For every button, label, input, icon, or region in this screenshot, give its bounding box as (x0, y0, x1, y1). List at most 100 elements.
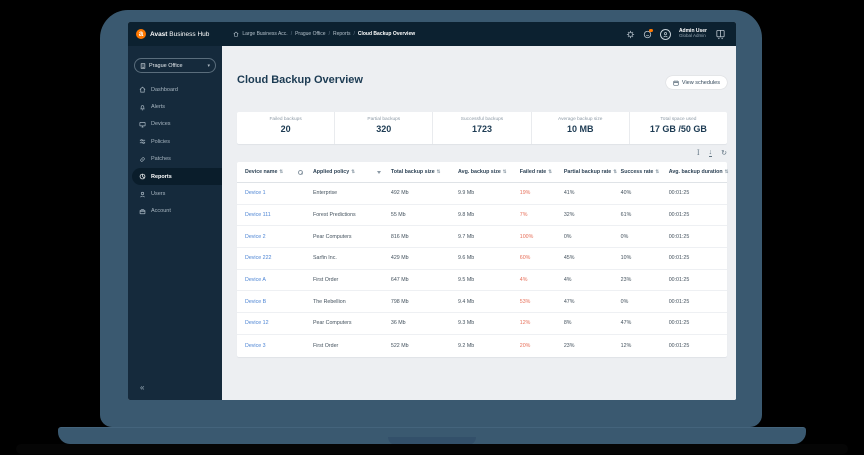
device-link[interactable]: Device 111 (245, 212, 271, 219)
success-rate-cell: 0% (620, 298, 629, 305)
sidebar-item-label: Devices (151, 121, 171, 128)
stat-successful-backups: Successful backups 1723 (432, 112, 530, 144)
stat-label: Failed backups (269, 117, 302, 122)
col-header-partial-backup-rate[interactable]: Partial backup rate ⇅ (562, 169, 619, 175)
help-icon[interactable] (643, 28, 653, 39)
breadcrumb-item[interactable]: Reports (332, 31, 351, 37)
col-header-total-backup-size[interactable]: Total backup size ⇅ (389, 169, 456, 175)
breadcrumb-item[interactable]: Prague Office (295, 31, 326, 37)
stat-label: Average backup size (557, 117, 603, 122)
breadcrumb-separator: / (290, 31, 293, 37)
table-row: Device 2 Pear Computers 816 Mb 9.7 Mb 10… (237, 226, 727, 249)
failed-rate-cell: 53% (519, 298, 531, 305)
search-icon[interactable] (297, 169, 303, 175)
filter-icon[interactable] (376, 170, 381, 174)
device-link[interactable]: Device 3 (245, 342, 266, 349)
sort-icon[interactable]: ⇅ (436, 169, 441, 174)
view-schedules-button[interactable]: View schedules (665, 76, 727, 89)
table-toolbar: I ↓ ↻ (237, 144, 727, 162)
sidebar-item-label: Account (151, 208, 171, 215)
app-screen: a Avast Business Hub Large Business Acc.… (128, 22, 736, 400)
stat-value: 17 GB /50 GB (649, 124, 707, 134)
failed-rate-cell: 12% (519, 320, 531, 327)
laptop-shadow (16, 444, 848, 454)
col-label: Device name (245, 169, 278, 175)
failed-rate-cell: 100% (519, 233, 534, 240)
sidebar-item-patches[interactable]: Patches (128, 151, 222, 168)
col-header-success-rate[interactable]: Success rate ⇅ (619, 169, 667, 175)
col-header-applied-policy[interactable]: Applied policy ⇅ (311, 169, 389, 175)
success-rate-cell: 40% (620, 190, 632, 197)
columns-icon[interactable]: I (696, 148, 700, 157)
person-icon (140, 191, 145, 197)
stat-value: 10 MB (566, 124, 594, 134)
stat-value: 20 (280, 124, 291, 134)
user-info[interactable]: Admin User Global Admin (679, 28, 707, 39)
device-link[interactable]: Device 1 (245, 190, 266, 197)
sort-icon[interactable]: ⇅ (613, 169, 618, 174)
avg-size-cell: 9.4 Mb (458, 298, 475, 305)
duration-cell: 00:01:25 (668, 320, 690, 327)
col-header-avg-backup-size[interactable]: Avg. backup size ⇅ (456, 169, 518, 175)
sort-icon[interactable]: ⇅ (548, 169, 553, 174)
sidebar-item-account[interactable]: Account (128, 203, 222, 220)
person-icon (663, 31, 668, 37)
device-link[interactable]: Device 222 (245, 255, 272, 262)
breadcrumb-item[interactable]: Large Business Acc. (242, 31, 288, 37)
col-header-avg-backup-duration[interactable]: Avg. backup duration ⇅ (667, 169, 729, 175)
sort-icon[interactable]: ⇅ (502, 169, 507, 174)
avg-size-cell: 9.6 Mb (458, 255, 475, 262)
refresh-icon[interactable]: ↻ (721, 149, 727, 157)
sidebar-item-alerts[interactable]: Alerts (128, 98, 222, 115)
success-rate-cell: 10% (620, 255, 632, 262)
briefcase-icon (139, 209, 146, 215)
page-header: Cloud Backup Overview View schedules (237, 46, 727, 90)
sidebar-collapse-button[interactable]: « (140, 383, 145, 392)
chevron-down-icon: ▾ (207, 62, 210, 69)
avg-size-cell: 9.9 Mb (458, 190, 475, 197)
partial-rate-cell: 41% (563, 190, 575, 197)
site-selector[interactable]: Prague Office ▾ (134, 58, 216, 73)
sort-icon[interactable]: ⇅ (279, 169, 284, 174)
col-label: Applied policy (312, 169, 350, 175)
sort-icon[interactable]: ⇅ (351, 169, 355, 174)
laptop-notch (388, 437, 476, 445)
console-switcher-icon[interactable] (715, 29, 726, 40)
page-title: Cloud Backup Overview (237, 74, 363, 86)
home-icon (139, 86, 146, 93)
total-size-cell: 492 Mb (390, 190, 409, 197)
device-link[interactable]: Device A (245, 277, 266, 284)
stat-total-space-used: Total space used 17 GB /50 GB (628, 112, 727, 144)
brand-bold: Avast (150, 30, 168, 38)
sidebar-item-users[interactable]: Users (128, 185, 222, 202)
col-label: Partial backup rate (563, 169, 612, 175)
sidebar-item-policies[interactable]: Policies (128, 133, 222, 150)
sort-icon[interactable]: ⇅ (724, 169, 729, 174)
device-link[interactable]: Device 12 (245, 320, 269, 327)
col-header-device-name[interactable]: Device name ⇅ (237, 169, 311, 175)
success-rate-cell: 23% (620, 277, 632, 284)
building-icon (140, 62, 146, 69)
download-icon[interactable]: ↓ (708, 149, 713, 157)
table-row: Device B The Rebellion 798 Mb 9.4 Mb 53%… (237, 291, 727, 314)
sidebar-item-dashboard[interactable]: Dashboard (128, 81, 222, 98)
sidebar-item-devices[interactable]: Devices (128, 116, 222, 133)
sidebar-item-reports[interactable]: Reports (132, 167, 222, 186)
stat-failed-backups: Failed backups 20 (237, 112, 334, 144)
policy-cell: First Order (312, 342, 339, 349)
avatar[interactable] (659, 28, 671, 40)
partial-rate-cell: 23% (563, 342, 575, 349)
sliders-icon (139, 139, 146, 145)
device-link[interactable]: Device 2 (245, 233, 266, 240)
notification-dot (649, 28, 653, 32)
col-header-failed-rate[interactable]: Failed rate ⇅ (518, 169, 562, 175)
sort-icon[interactable]: ⇅ (655, 169, 660, 174)
success-rate-cell: 61% (620, 212, 632, 219)
duration-cell: 00:01:25 (668, 190, 690, 197)
total-size-cell: 647 Mb (390, 277, 409, 284)
col-label: Failed rate (519, 169, 547, 175)
gear-icon[interactable] (626, 30, 635, 39)
device-link[interactable]: Device B (245, 298, 267, 305)
partial-rate-cell: 47% (563, 298, 575, 305)
col-label: Success rate (620, 169, 654, 175)
